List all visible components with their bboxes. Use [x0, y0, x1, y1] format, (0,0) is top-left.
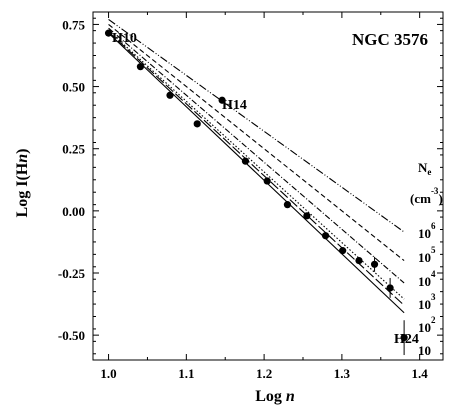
legend-entry: 10: [418, 343, 431, 358]
data-point: [355, 256, 363, 265]
legend-entry: 102: [418, 315, 436, 335]
model-line-1: [108, 19, 405, 233]
x-tick-label: 1.1: [178, 366, 194, 381]
y-tick-label: 0.75: [62, 17, 85, 32]
data-point: [321, 232, 330, 240]
model-line-6: [108, 32, 405, 314]
y-tick-label: 0.25: [62, 142, 85, 157]
data-point: [241, 157, 250, 165]
x-tick-label: 1.3: [334, 366, 351, 381]
data-points: [104, 29, 408, 356]
x-tick-label: 1.0: [100, 366, 116, 381]
annotation-h14: H14: [222, 98, 247, 113]
legend-title: Ne: [418, 160, 431, 177]
chart-title: NGC 3576: [352, 30, 428, 49]
y-tick-label: -0.25: [58, 266, 86, 281]
legend-unit: (cm-3): [410, 186, 443, 206]
x-tick-label: 1.2: [256, 366, 272, 381]
legend-entry: 105: [418, 245, 436, 265]
model-line-5: [108, 31, 405, 306]
data-point: [386, 284, 394, 292]
x-axis: 1.0 1.1 1.2 1.3 1.4: [100, 12, 428, 381]
model-lines: [108, 19, 405, 314]
data-point: [339, 247, 347, 255]
data-point: [104, 29, 113, 37]
density-legend: Ne (cm-3) 106 105 104 103 102 10: [410, 160, 443, 358]
data-point: [263, 177, 271, 185]
data-point: [400, 334, 408, 342]
data-point: [136, 63, 145, 71]
x-tick-label: 1.4: [412, 366, 429, 381]
y-tick-label: 0.00: [62, 204, 85, 219]
y-tick-label: -0.50: [58, 328, 85, 343]
model-line-4: [108, 30, 405, 300]
data-point: [283, 201, 292, 209]
data-point: [193, 120, 201, 128]
y-axis-title: Log I(Hn): [14, 149, 31, 218]
model-line-2: [108, 23, 405, 262]
annotation-h10: H10: [112, 31, 137, 46]
legend-entry: 103: [418, 292, 436, 312]
data-point: [166, 91, 174, 99]
legend-entry: 104: [418, 269, 436, 289]
annotation-h24: H24: [394, 332, 419, 347]
legend-entry: 106: [418, 221, 436, 241]
y-tick-label: 0.50: [62, 80, 85, 95]
data-point: [370, 260, 379, 268]
model-line-3: [108, 27, 405, 284]
y-axis: 0.75 0.50 0.25 0.00 -0.25 -0.50: [58, 17, 443, 355]
x-axis-title: Log n: [255, 388, 295, 405]
data-point: [303, 212, 311, 220]
data-point: [218, 96, 226, 104]
plot-frame: [92, 11, 444, 361]
